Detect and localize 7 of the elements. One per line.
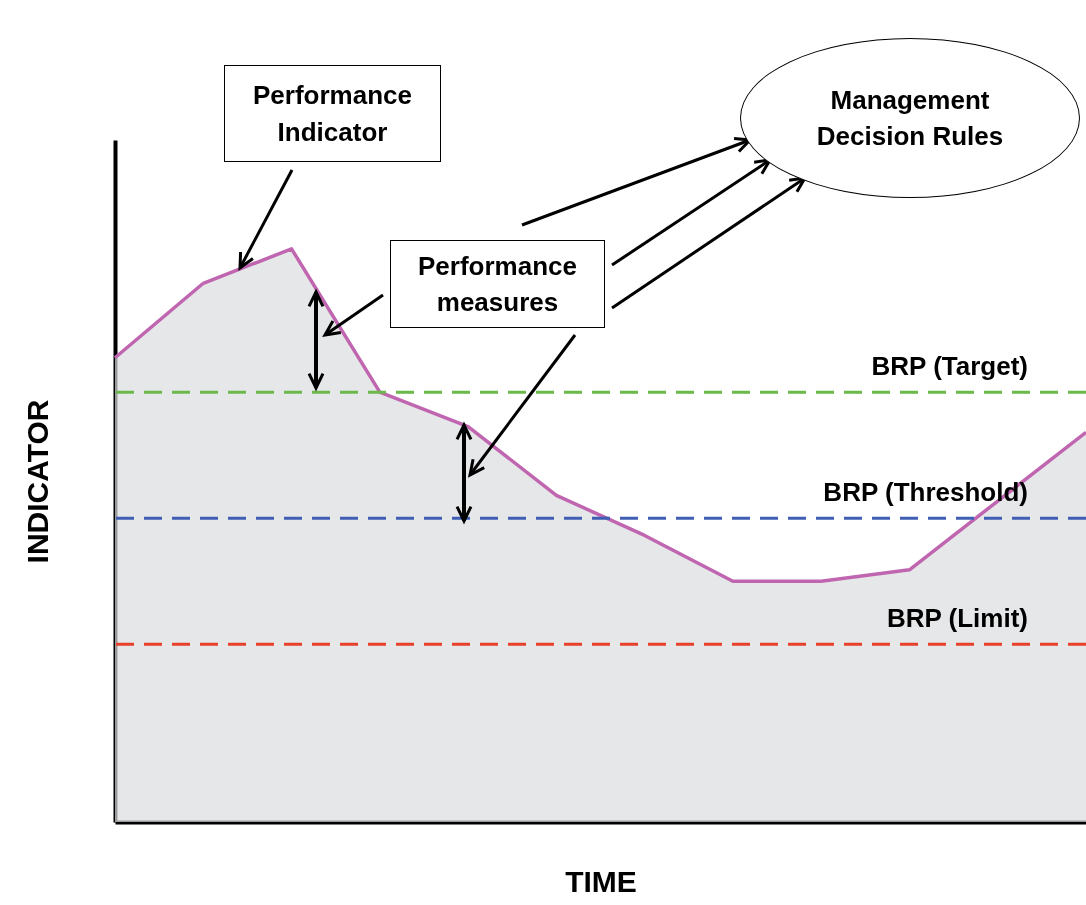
x-axis-title: TIME: [565, 864, 637, 898]
text: Management Decision Rules: [740, 38, 1080, 198]
y-axis-title: INDICATOR: [20, 399, 54, 564]
annotation: Performance measures: [390, 240, 605, 328]
ref-line-label: BRP (Target): [871, 351, 1028, 382]
text: Performance Indicator: [224, 65, 441, 162]
ref-line-label: BRP (Limit): [886, 603, 1028, 634]
